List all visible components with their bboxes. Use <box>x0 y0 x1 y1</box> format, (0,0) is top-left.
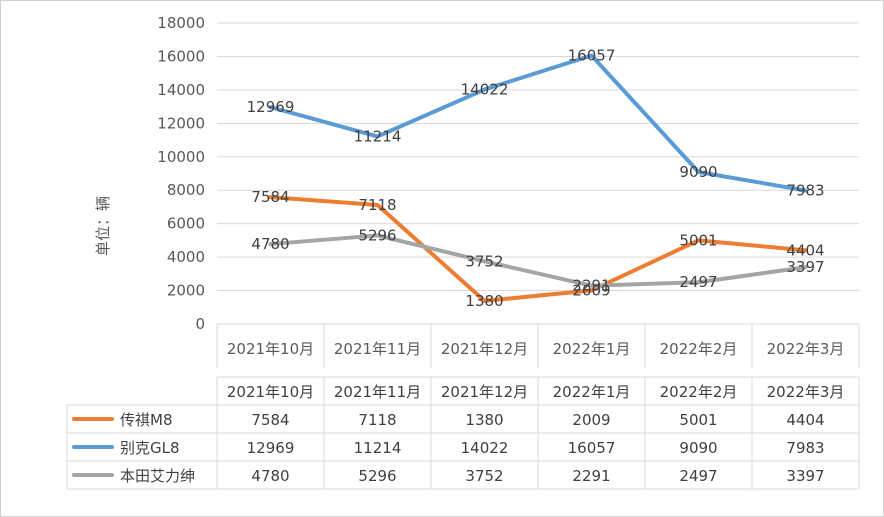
table-header-cell: 2022年3月 <box>767 383 845 401</box>
y-tick-label: 2000 <box>167 282 205 300</box>
y-tick-label: 12000 <box>157 114 205 132</box>
data-label: 3752 <box>465 252 503 270</box>
table-cell: 16057 <box>568 439 616 457</box>
data-label: 12969 <box>247 98 295 116</box>
x-tick-label: 2021年12月 <box>441 340 528 358</box>
table-cell: 14022 <box>461 439 509 457</box>
data-label: 9090 <box>679 163 717 181</box>
y-tick-label: 6000 <box>167 215 205 233</box>
table-cell: 12969 <box>247 439 295 457</box>
data-label: 11214 <box>354 127 402 145</box>
table-header-cell: 2021年10月 <box>227 383 314 401</box>
table-cell: 2009 <box>572 411 610 429</box>
data-label: 1380 <box>465 292 503 310</box>
data-label: 16057 <box>568 46 616 64</box>
data-label: 2009 <box>572 281 610 299</box>
table-cell: 2291 <box>572 467 610 485</box>
table-cell: 5001 <box>679 411 717 429</box>
x-tick-label: 2021年11月 <box>334 340 421 358</box>
series-line-1 <box>268 53 808 193</box>
data-label: 3397 <box>786 258 824 276</box>
data-label: 5001 <box>679 231 717 249</box>
table-cell: 9090 <box>679 439 717 457</box>
x-tick-label: 2021年10月 <box>227 340 314 358</box>
table-cell: 4404 <box>786 411 824 429</box>
data-label: 4780 <box>251 235 289 253</box>
y-tick-label: 18000 <box>157 14 205 32</box>
data-labels: 7584 7118 1380 2009 5001 4404 12969 11214 14022 1… <box>247 46 825 309</box>
series-lines <box>268 53 808 303</box>
y-tick-label: 16000 <box>157 47 205 65</box>
table-header-cell: 2021年11月 <box>334 383 421 401</box>
table-cell: 7584 <box>251 411 289 429</box>
x-axis-ticks: 2021年10月 2021年11月 2021年12月 2022年1月 2022年2月 20… <box>216 324 860 368</box>
data-label: 2497 <box>679 273 717 291</box>
data-table: 2021年10月 2021年11月 2021年12月 2022年1月 2022年2月 20… <box>66 376 860 490</box>
legend-label: 本田艾力绅 <box>120 467 195 485</box>
y-tick-label: 14000 <box>157 81 205 99</box>
y-axis-label: 单位：辆 <box>94 196 112 256</box>
table-cell: 2497 <box>679 467 717 485</box>
y-tick-label: 10000 <box>157 148 205 166</box>
data-label: 2291 <box>572 277 610 295</box>
x-tick-label: 2022年1月 <box>553 340 631 358</box>
data-label: 7983 <box>786 182 824 200</box>
x-tick-label: 2022年3月 <box>767 340 845 358</box>
y-tick-label: 0 <box>195 315 205 333</box>
table-cell: 3752 <box>465 467 503 485</box>
legend-label: 传祺M8 <box>120 411 173 429</box>
x-tick-label: 2022年2月 <box>660 340 738 358</box>
table-cell: 4780 <box>251 467 289 485</box>
data-label: 7584 <box>251 188 289 206</box>
table-cell: 11214 <box>354 439 402 457</box>
series-line-0 <box>268 195 808 303</box>
series-line-2 <box>268 233 808 288</box>
table-cell: 7118 <box>358 411 396 429</box>
table-cell: 1380 <box>465 411 503 429</box>
y-tick-label: 4000 <box>167 248 205 266</box>
data-label: 5296 <box>358 226 396 244</box>
data-label: 4404 <box>786 241 824 259</box>
table-header-cell: 2021年12月 <box>441 383 528 401</box>
y-tick-label: 8000 <box>167 181 205 199</box>
data-label: 7118 <box>358 196 396 214</box>
table-header-cell: 2022年1月 <box>553 383 631 401</box>
table-cell: 7983 <box>786 439 824 457</box>
y-axis-ticks: 0 2000 4000 6000 8000 10000 12000 14000 16000 180… <box>157 14 205 333</box>
table-cell: 5296 <box>358 467 396 485</box>
gridlines <box>217 22 859 325</box>
table-cell: 3397 <box>786 467 824 485</box>
legend-label: 别克GL8 <box>120 439 180 457</box>
data-label: 14022 <box>461 81 509 99</box>
table-header-cell: 2022年2月 <box>660 383 738 401</box>
